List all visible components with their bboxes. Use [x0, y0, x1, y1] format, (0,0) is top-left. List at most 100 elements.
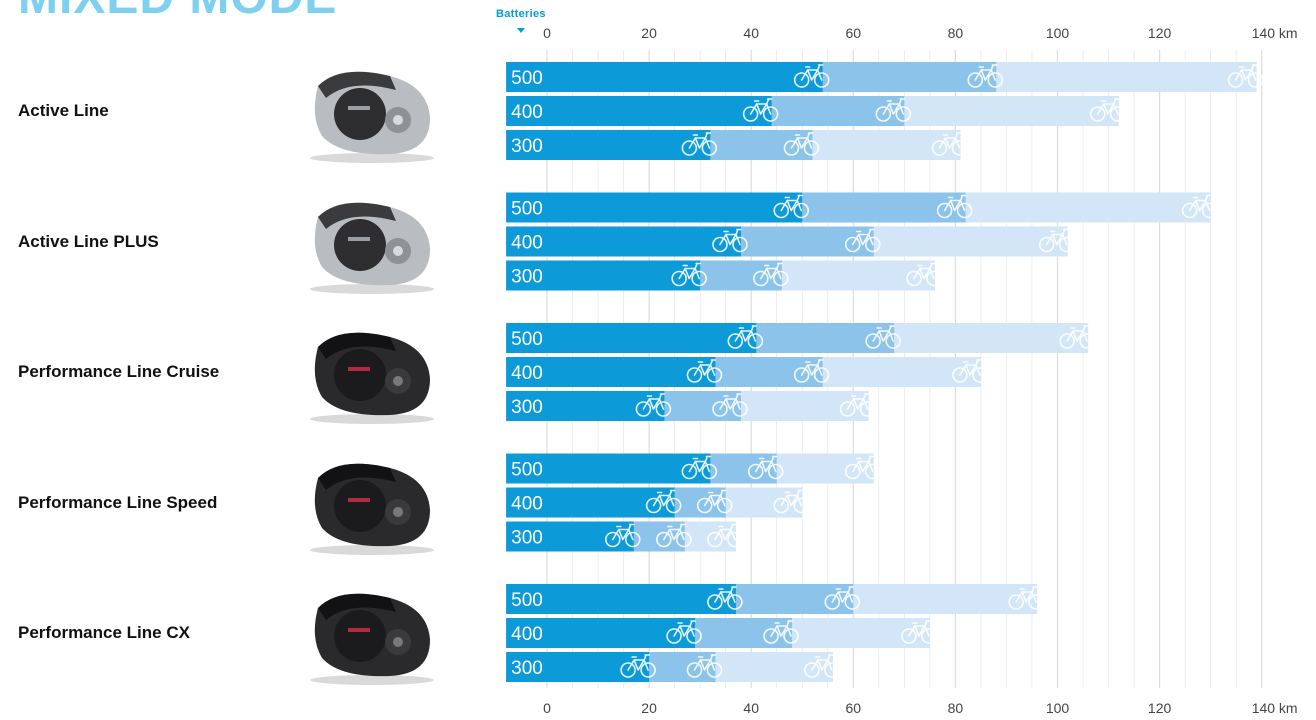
range-bar-low	[506, 62, 823, 92]
bicycle-icon	[839, 393, 876, 417]
battery-label: 500	[511, 460, 543, 481]
x-tick-label-bottom: 0	[543, 700, 551, 716]
x-tick-label-top: 0	[543, 25, 551, 41]
bicycle-icon	[656, 523, 692, 548]
x-tick-label-bottom: 120	[1148, 700, 1172, 716]
x-tick-label-top: 140 km	[1252, 25, 1298, 41]
bicycle-icon	[1008, 586, 1044, 610]
bar-row: 300	[506, 652, 840, 682]
bicycle-icon	[635, 393, 672, 417]
bicycle-icon	[773, 489, 810, 514]
motor-line-label: Performance Line CX	[18, 623, 190, 642]
motor-line-label: Performance Line Speed	[18, 492, 218, 512]
battery-label: 300	[511, 658, 543, 679]
bicycle-icon	[773, 194, 810, 219]
black-motor-icon	[310, 332, 434, 424]
bar-row: 500	[506, 584, 1044, 614]
bicycle-icon	[712, 393, 748, 417]
chevron-down-icon	[517, 28, 525, 33]
bar-row: 400	[506, 487, 810, 518]
bicycle-icon	[1089, 98, 1126, 122]
bicycle-icon	[952, 359, 988, 383]
bar-row: 300	[506, 521, 743, 552]
bar-group: 500 400 300	[506, 323, 1095, 421]
x-tick-label-top: 60	[846, 25, 862, 41]
x-tick-label-bottom: 140 km	[1252, 700, 1298, 716]
battery-label: 300	[511, 528, 543, 549]
page-title: MIXED MODE	[18, 0, 337, 22]
bicycle-icon	[686, 654, 723, 678]
bar-row: 400	[506, 226, 1075, 257]
bar-row: 500	[506, 323, 1095, 353]
bicycle-icon	[681, 132, 718, 156]
bicycle-icon	[666, 620, 702, 644]
battery-label: 400	[511, 624, 543, 645]
range-bar-low	[506, 323, 757, 353]
battery-label: 400	[511, 102, 543, 123]
battery-label: 500	[511, 329, 543, 350]
bar-row: 400	[506, 618, 937, 648]
motor-line-label: Performance Line Cruise	[18, 362, 220, 381]
bar-row: 500	[506, 453, 881, 484]
bar-group: 500 400 300	[506, 62, 1264, 160]
batteries-label: Batteries	[496, 8, 546, 20]
bicycle-icon	[727, 325, 764, 349]
x-axis: 0 0 20 20 40 40 60 60 80 80 100 100 120 120 140 km 140 …	[543, 25, 1298, 716]
bicycle-icon	[707, 586, 743, 610]
bar-row: 400	[506, 96, 1126, 126]
batteries-legend: Batteries	[496, 8, 546, 33]
bicycle-icon	[1227, 64, 1264, 88]
range-bar-low	[506, 453, 711, 484]
bicycle-icon	[686, 359, 723, 383]
x-tick-label-top: 120	[1148, 25, 1172, 41]
bar-row: 300	[506, 130, 968, 160]
range-bar-low	[506, 192, 803, 223]
bicycle-icon	[620, 654, 656, 678]
bicycle-icon	[906, 262, 942, 287]
battery-label: 300	[511, 136, 543, 157]
bar-group: 500 400 300	[506, 453, 881, 552]
range-bar-low	[506, 130, 711, 160]
bar-group: 500 400 300	[506, 192, 1218, 291]
bicycle-icon	[865, 325, 901, 349]
silver-motor-icon	[310, 202, 434, 294]
bicycle-icon	[707, 523, 743, 548]
bicycle-icon	[645, 489, 682, 514]
bicycle-icon	[936, 194, 973, 219]
bicycle-icon	[875, 98, 912, 122]
range-bar-low	[506, 357, 716, 387]
x-tick-label-top: 80	[948, 25, 964, 41]
black-motor-icon	[310, 593, 434, 685]
battery-label: 500	[511, 590, 543, 611]
x-tick-label-bottom: 20	[641, 700, 657, 716]
bar-row: 300	[506, 391, 876, 421]
bicycle-icon	[901, 620, 937, 644]
battery-label: 500	[511, 199, 543, 220]
bar-row: 400	[506, 357, 988, 387]
bar-group: 500 400 300	[506, 584, 1044, 682]
range-bar-low	[506, 618, 696, 648]
battery-label: 500	[511, 68, 543, 89]
bicycle-icon	[712, 228, 748, 253]
range-bar-low	[506, 96, 772, 126]
bar-row: 500	[506, 192, 1218, 223]
bicycle-icon	[824, 586, 861, 610]
x-tick-label-bottom: 100	[1046, 700, 1070, 716]
range-bar-low	[506, 260, 701, 291]
x-tick-label-top: 100	[1046, 25, 1070, 41]
range-bar-low	[506, 226, 741, 257]
bicycle-icon	[671, 262, 707, 287]
bicycle-icon	[1059, 325, 1095, 349]
battery-label: 300	[511, 397, 543, 418]
bicycle-icon	[783, 132, 820, 156]
battery-label: 400	[511, 363, 543, 384]
black-motor-icon	[310, 463, 434, 555]
bicycle-icon	[1181, 194, 1218, 219]
battery-label: 400	[511, 233, 543, 254]
bar-row: 300	[506, 260, 942, 291]
range-bar-low	[506, 584, 736, 614]
bicycle-icon	[804, 654, 840, 678]
bicycle-icon	[1038, 228, 1075, 253]
bicycle-icon	[742, 98, 779, 122]
bicycle-icon	[793, 359, 830, 383]
